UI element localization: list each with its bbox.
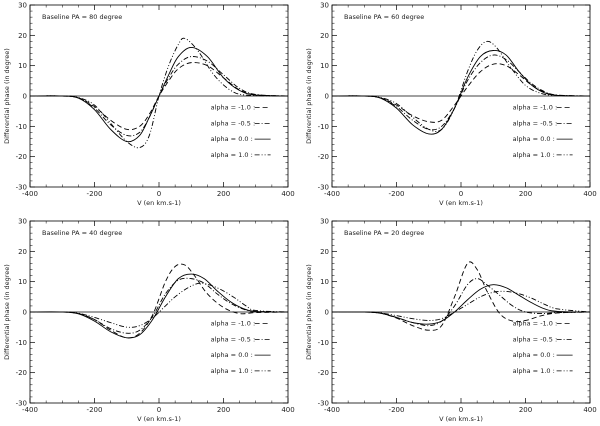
y-tick-label: -30 [318,400,329,408]
x-axis-title: V (en km.s-1) [137,199,181,207]
series-line-2 [331,54,591,131]
y-tick-label: -20 [16,153,27,161]
legend-label: alpha = -1.0 : [211,104,256,112]
chart-title: Baseline PA = 40 degree [42,229,122,237]
legend-label: alpha = 1.0 : [211,151,253,159]
legend-label: alpha = -1.0 : [211,320,256,328]
y-tick-label: 10 [320,62,329,70]
x-tick-label: -400 [324,190,340,198]
x-tick-label: 0 [459,190,463,198]
series-line-2 [29,277,289,334]
x-tick-label: 200 [519,190,532,198]
chart-panel-4: -400 -200 0 200 400 -30 -20 -10 0 10 20 30 V (en km.… [305,218,597,424]
x-tick-label: -200 [389,190,405,198]
series-line-3 [29,273,289,339]
y-axis-title: Differential phase (in degree) [305,48,313,144]
series-line-4 [331,40,591,132]
y-tick-label: 0 [23,309,27,317]
legend-label: alpha = -0.5 : [513,335,558,343]
x-tick-label: 200 [217,406,230,414]
y-tick-label: -10 [318,123,329,131]
y-tick-label: -20 [318,369,329,377]
y-tick-label: -10 [318,339,329,347]
series-line-3 [29,47,289,143]
legend-label: alpha = 0.0 : [513,135,555,143]
legend-label: alpha = 0.0 : [211,135,253,143]
y-tick-label: 0 [325,93,329,101]
x-axis-title: V (en km.s-1) [439,415,483,423]
y-axis-title: Differential phase (in degree) [305,264,313,360]
chart-panel-3: -400 -200 0 200 400 -30 -20 -10 0 10 20 30 V (en km.… [3,218,295,424]
legend-label: alpha = -0.5 : [513,119,558,127]
x-tick-label: -200 [87,406,103,414]
x-tick-label: 400 [583,406,596,414]
y-axis-title: Differential phase (in degree) [3,264,11,360]
y-tick-label: -10 [16,339,27,347]
x-axis-title: V (en km.s-1) [137,415,181,423]
x-tick-label: 0 [459,406,463,414]
y-tick-label: -30 [16,400,27,408]
y-tick-label: 30 [18,2,27,10]
series-line-3 [331,50,591,135]
legend-label: alpha = -1.0 : [513,320,558,328]
x-tick-label: -400 [22,190,38,198]
chart-panel-1: -400 -200 0 200 400 -30 -20 -10 0 10 20 30 V (en km.… [3,2,295,208]
y-tick-label: 0 [23,93,27,101]
legend-label: alpha = 1.0 : [513,367,555,375]
y-tick-label: 20 [18,248,27,256]
chart-panel-2: -400 -200 0 200 400 -30 -20 -10 0 10 20 30 V (en km.… [305,2,597,208]
legend-label: alpha = 0.0 : [513,351,555,359]
x-tick-label: -200 [389,406,405,414]
y-tick-label: -20 [16,369,27,377]
series-line-2 [331,278,591,327]
y-tick-label: 30 [320,2,329,10]
y-tick-label: 0 [325,309,329,317]
x-tick-label: -200 [87,190,103,198]
x-axis-title: V (en km.s-1) [439,199,483,207]
y-tick-label: 20 [320,32,329,40]
y-axis-title: Differential phase (in degree) [3,48,11,144]
x-tick-label: 400 [281,406,294,414]
y-tick-label: 10 [320,278,329,286]
x-tick-label: 400 [281,190,294,198]
x-tick-label: -400 [22,406,38,414]
y-tick-label: 30 [18,218,27,226]
y-tick-label: 10 [18,278,27,286]
x-tick-label: 200 [519,406,532,414]
y-tick-label: 20 [18,32,27,40]
series-line-4 [29,37,289,149]
series-line-4 [331,290,591,321]
chart-title: Baseline PA = 60 degree [344,13,424,21]
legend-label: alpha = -1.0 : [513,104,558,112]
legend-label: alpha = 0.0 : [211,351,253,359]
y-tick-label: -30 [16,184,27,192]
chart-title: Baseline PA = 80 degree [42,13,122,21]
y-tick-label: -10 [16,123,27,131]
x-tick-label: -400 [324,406,340,414]
legend-label: alpha = 1.0 : [211,367,253,375]
series-line-3 [331,284,591,325]
y-tick-label: -20 [318,153,329,161]
chart-title: Baseline PA = 20 degree [344,229,424,237]
y-tick-label: 20 [320,248,329,256]
x-tick-label: 200 [217,190,230,198]
x-tick-label: 400 [583,190,596,198]
y-tick-label: 30 [320,218,329,226]
y-tick-label: 10 [18,62,27,70]
series-line-2 [29,56,289,137]
x-tick-label: 0 [157,406,161,414]
y-tick-label: -30 [318,184,329,192]
legend-label: alpha = -0.5 : [211,335,256,343]
x-tick-label: 0 [157,190,161,198]
legend-label: alpha = 1.0 : [513,151,555,159]
series-line-4 [29,282,289,328]
legend-label: alpha = -0.5 : [211,119,256,127]
